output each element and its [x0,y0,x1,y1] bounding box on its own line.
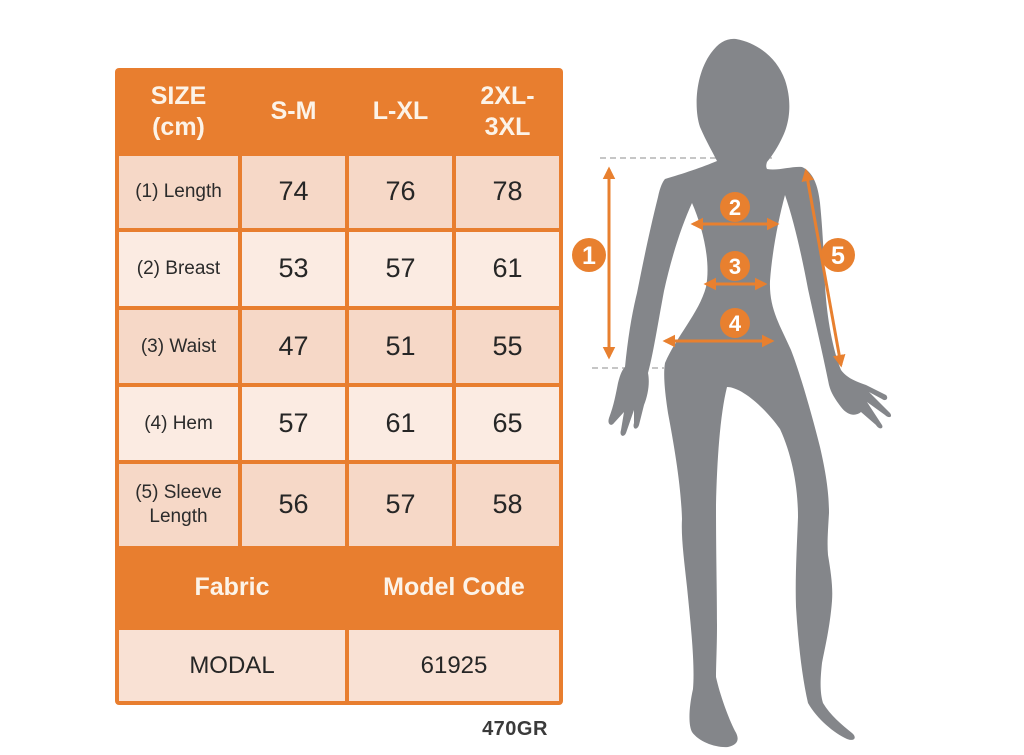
header-s-m: S-M [242,72,345,152]
length-2xl-3xl: 78 [456,156,559,228]
marker-4-circle [720,308,750,338]
weight-note: 470GR [482,718,548,740]
model-code-value: 61925 [349,630,559,701]
sleeve-l-xl: 57 [349,464,452,546]
waist-s-m: 47 [242,310,345,383]
hem-l-xl: 61 [349,387,452,460]
header-2xl-3xl: 2XL- 3XL [456,72,559,152]
row-label-length: (1) Length [119,156,238,228]
header-fabric: Fabric [119,550,345,626]
marker-5-circle [821,238,855,272]
marker-3-number: 3 [729,254,741,279]
breast-l-xl: 57 [349,232,452,306]
breast-s-m: 53 [242,232,345,306]
measure-2-breast: 2 [690,192,780,231]
marker-4-number: 4 [729,311,742,336]
row-label-sleeve-length: (5) Sleeve Length [119,464,238,546]
marker-5-number: 5 [831,242,845,270]
measure-4-hem: 4 [662,308,775,348]
measurement-diagram: 1 2 3 4 [570,25,1010,755]
header-size-cm: SIZE (cm) [119,72,238,152]
sleeve-2xl-3xl: 58 [456,464,559,546]
marker-1-number: 1 [582,242,596,270]
measure-1-length: 1 [572,166,616,360]
sleeve-s-m: 56 [242,464,345,546]
hem-2xl-3xl: 65 [456,387,559,460]
waist-2xl-3xl: 55 [456,310,559,383]
marker-2-number: 2 [729,195,741,220]
measure-5-sleeve: 5 [801,168,855,368]
sleeve-arrow [801,168,846,368]
measure-3-waist: 3 [703,251,768,291]
length-l-xl: 76 [349,156,452,228]
body-silhouette-svg: 1 2 3 4 [572,38,892,748]
marker-1-circle [572,238,606,272]
waist-l-xl: 51 [349,310,452,383]
header-model-code: Model Code [349,550,559,626]
header-l-xl: L-XL [349,72,452,152]
size-table: SIZE (cm) S-M L-XL 2XL- 3XL (1) Length 7… [115,68,563,705]
row-label-waist: (3) Waist [119,310,238,383]
marker-2-circle [720,192,750,222]
row-label-breast: (2) Breast [119,232,238,306]
hem-s-m: 57 [242,387,345,460]
breast-2xl-3xl: 61 [456,232,559,306]
length-s-m: 74 [242,156,345,228]
row-label-hem: (4) Hem [119,387,238,460]
marker-3-circle [720,251,750,281]
fabric-value: MODAL [119,630,345,701]
female-body-silhouette [608,38,892,748]
